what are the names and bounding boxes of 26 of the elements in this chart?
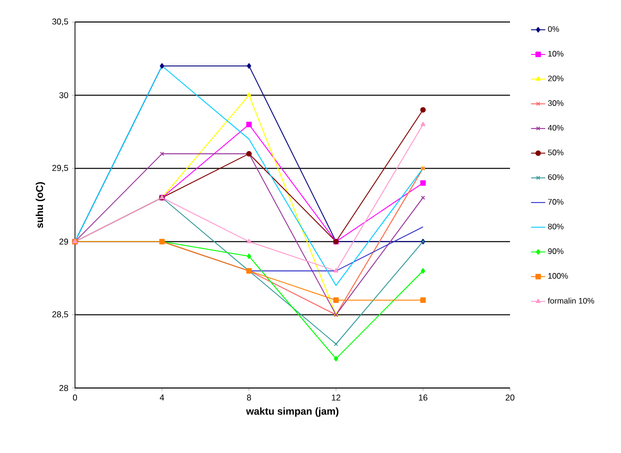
legend-label: 90% [548, 248, 564, 254]
y-tick-label: 28,5 [52, 311, 68, 318]
legend-label: 20% [548, 76, 564, 82]
legend-label: 40% [548, 124, 564, 131]
legend-label: 70% [548, 199, 564, 205]
y-tick-label: 30 [59, 92, 68, 98]
x-tick-label: 8 [247, 394, 251, 401]
legend-label: 0% [548, 26, 559, 32]
legend-label: 50% [548, 150, 564, 156]
y-tick-label: 29 [59, 238, 68, 245]
legend-label: 100% [548, 273, 568, 279]
x-tick-label: 16 [418, 394, 428, 401]
x-tick-label: 20 [506, 394, 514, 401]
y-tick-label: 30,5 [52, 18, 68, 26]
x-tick-label: 12 [332, 394, 340, 400]
y-tick-label: 28 [59, 384, 68, 392]
y-axis-title: suhu (oC) [36, 182, 46, 228]
legend-label: formalin 10% [548, 298, 594, 304]
y-tick-label: 29,5 [52, 164, 68, 172]
x-tick-label: 4 [160, 394, 164, 400]
legend-label: 30% [548, 100, 564, 106]
x-axis-title: waktu simpan (jam) [246, 407, 338, 417]
x-tick-label: 0 [72, 394, 78, 401]
legend-label: 60% [548, 174, 564, 180]
legend-label: 80% [548, 224, 564, 230]
legend-label: 10% [548, 50, 564, 57]
